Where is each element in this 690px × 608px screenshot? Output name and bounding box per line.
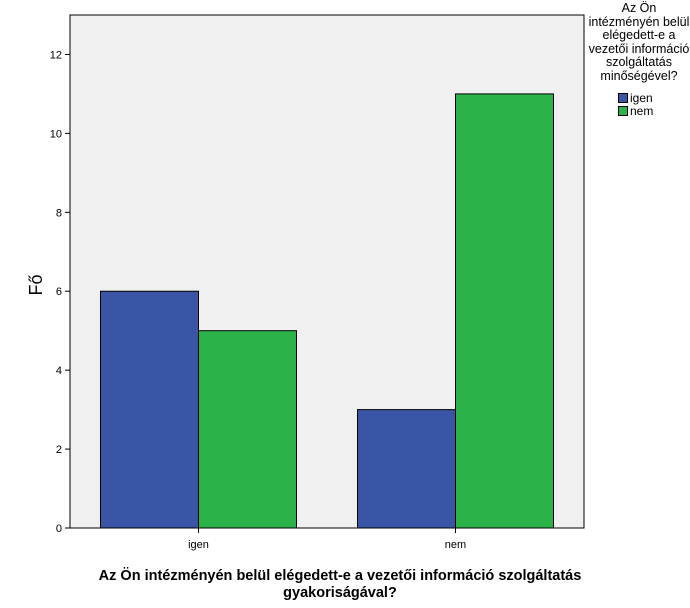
legend-title: Az Ön intézményén belül elégedett-e a ve… (588, 1, 690, 83)
x-axis: igen nem (188, 528, 466, 551)
y-tick-label: 8 (56, 207, 62, 219)
y-tick-label: 6 (56, 286, 62, 298)
y-tick-label: 10 (50, 128, 62, 140)
y-axis: 0 2 4 6 8 10 12 (50, 49, 70, 535)
bar-igen-igen (100, 290, 199, 529)
legend-label: igen (630, 90, 653, 105)
x-axis-title: Az Ön intézményén belül elégedett-e a ve… (98, 568, 582, 601)
legend-swatch (618, 92, 628, 103)
bar-nem-nem (455, 93, 554, 529)
bar-nem-igen (198, 330, 297, 529)
bars (100, 93, 554, 529)
legend: Az Ön intézményén belül elégedett-e a ve… (588, 1, 690, 118)
x-tick-label: nem (445, 539, 466, 551)
legend-item-nem: nem (618, 103, 690, 118)
legend-list: igen nem (588, 90, 690, 118)
y-axis-title: Fő (26, 274, 46, 295)
legend-label: nem (630, 103, 654, 118)
legend-item-igen: igen (618, 90, 690, 105)
x-tick-label: igen (188, 539, 209, 551)
y-tick-label: 4 (56, 365, 62, 377)
y-tick-label: 2 (56, 444, 62, 456)
bar-igen-nem (357, 409, 456, 529)
legend-swatch (618, 105, 628, 116)
y-tick-label: 12 (50, 49, 62, 61)
y-tick-label: 0 (56, 523, 62, 535)
